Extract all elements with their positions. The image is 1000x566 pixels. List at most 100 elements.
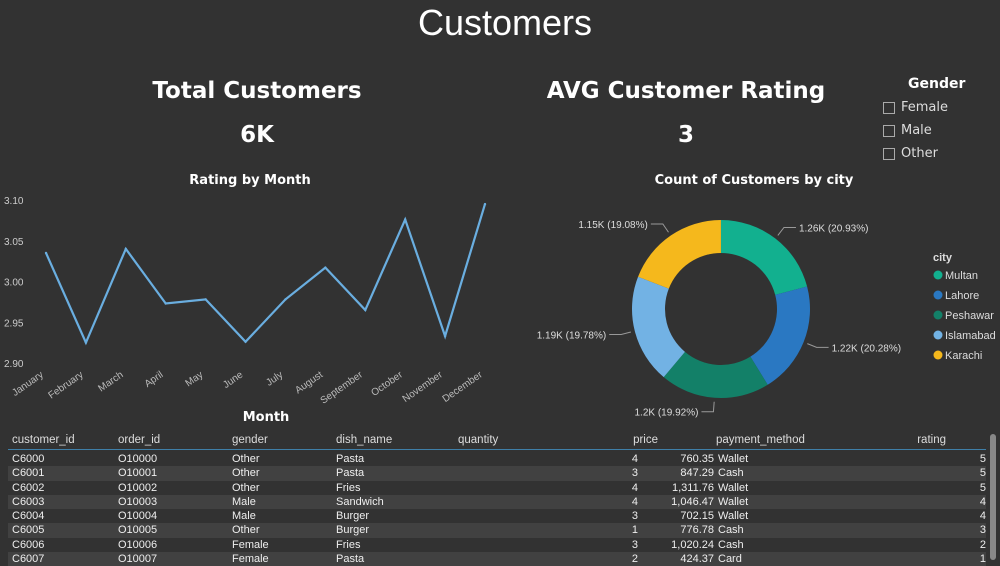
- cell-payment-method: Wallet: [718, 510, 749, 523]
- cell-payment-method: Cash: [718, 524, 744, 537]
- cell-order-id: O10006: [118, 538, 158, 551]
- cell-dish-name: Pasta: [336, 467, 365, 480]
- cell-dish-name: Fries: [336, 538, 361, 551]
- data-point-may[interactable]: [204, 298, 207, 301]
- avg-rating-value: 3: [677, 122, 694, 148]
- cell-rating: 4: [979, 495, 986, 508]
- data-point-march[interactable]: [124, 247, 128, 251]
- cell-payment-method: Wallet: [718, 453, 749, 465]
- data-point-july[interactable]: [284, 298, 287, 301]
- avg-rating-label: AVG Customer Rating: [546, 78, 826, 104]
- x-tick-label: July: [264, 369, 285, 388]
- column-header-quantity[interactable]: quantity: [458, 434, 499, 446]
- cell-order-id: O10005: [118, 524, 158, 537]
- cell-customer-id: C6004: [12, 510, 45, 523]
- slice-lahore[interactable]: [750, 286, 810, 385]
- cell-dish-name: Burger: [336, 510, 370, 523]
- column-header-price[interactable]: price: [633, 434, 658, 446]
- cell-rating: 5: [979, 481, 986, 494]
- cell-gender: Female: [232, 553, 269, 566]
- data-point-february[interactable]: [84, 341, 88, 344]
- cell-rating: 5: [979, 467, 986, 480]
- cell-price: 1,046.47: [671, 495, 714, 508]
- cell-order-id: O10004: [118, 510, 158, 523]
- cell-customer-id: C6006: [12, 538, 45, 551]
- slice-multan[interactable]: [721, 220, 808, 295]
- cell-price: 760.35: [680, 453, 714, 465]
- cell-price: 702.15: [680, 510, 714, 523]
- data-point-august[interactable]: [324, 266, 327, 269]
- cell-price: 1,311.76: [671, 481, 714, 494]
- cell-price: 424.37: [680, 553, 714, 566]
- data-point-april[interactable]: [164, 302, 167, 305]
- cell-gender: Other: [232, 467, 260, 480]
- table-row[interactable]: C6002 O10002 Other Fries 4 1,311.76 Wallet 5: [8, 481, 986, 495]
- table-row[interactable]: C6001 O10001 Other Pasta 3 847.29 Cash 5: [8, 466, 986, 481]
- data-point-december[interactable]: [483, 202, 487, 206]
- cell-gender: Male: [232, 495, 256, 508]
- legend-item-lahore[interactable]: Lahore: [945, 290, 979, 302]
- slice-data-label: 1.19K (19.78%): [537, 330, 607, 341]
- option-label: Female: [901, 100, 949, 115]
- cell-quantity: 3: [631, 467, 638, 480]
- slice-peshawar[interactable]: [663, 351, 768, 398]
- column-header-rating[interactable]: rating: [917, 434, 946, 446]
- cell-customer-id: C6007: [12, 553, 45, 566]
- table-row[interactable]: C6003 O10003 Male Sandwich 4 1,046.47 Wallet 4: [8, 494, 986, 510]
- cell-rating: 4: [979, 510, 986, 523]
- cell-rating: 1: [979, 553, 986, 566]
- cell-dish-name: Burger: [336, 524, 370, 537]
- rating-line: [44, 203, 487, 346]
- legend-item-multan[interactable]: Multan: [945, 270, 978, 282]
- donut-chart-title: Count of Customers by city: [654, 173, 854, 188]
- checkbox[interactable]: [883, 101, 895, 114]
- cell-gender: Female: [232, 538, 269, 551]
- x-axis-label: Month: [242, 410, 290, 425]
- table-row[interactable]: C6005 O10005 Other Burger 1 776.78 Cash 3: [8, 523, 986, 538]
- column-header-gender[interactable]: gender: [232, 434, 268, 446]
- leader-line: [609, 331, 632, 335]
- slice-karachi[interactable]: [638, 220, 721, 289]
- gender-option-male[interactable]: Male: [883, 123, 932, 138]
- data-point-october[interactable]: [403, 218, 407, 221]
- table-row[interactable]: C6000 O10000 Other Pasta 4 760.35 Wallet 5: [8, 452, 986, 466]
- legend-item-peshawar[interactable]: Peshawar: [945, 310, 994, 322]
- cell-customer-id: C6000: [12, 453, 45, 465]
- gender-option-female[interactable]: Female: [883, 100, 948, 115]
- gender-option-other[interactable]: Other: [883, 146, 938, 161]
- checkbox[interactable]: [883, 147, 895, 160]
- column-header-customer-id[interactable]: customer_id: [12, 434, 75, 446]
- cell-gender: Other: [232, 524, 260, 537]
- checkbox[interactable]: [883, 124, 895, 137]
- gender-filter-title: Gender: [908, 76, 966, 92]
- cell-payment-method: Wallet: [718, 481, 749, 494]
- leader-line: [650, 223, 669, 233]
- x-tick-label: December: [441, 369, 486, 405]
- cell-customer-id: C6002: [12, 481, 45, 494]
- column-header-dish-name[interactable]: dish_name: [336, 434, 393, 446]
- slice-islamabad[interactable]: [632, 276, 685, 378]
- cell-quantity: 2: [631, 553, 638, 566]
- table-row[interactable]: C6004 O10004 Male Burger 3 702.15 Wallet 4: [8, 509, 986, 523]
- cell-order-id: O10000: [118, 453, 158, 465]
- table-row[interactable]: C6007 O10007 Female Pasta 2 424.37 Card 1: [8, 552, 986, 566]
- x-tick-label: August: [293, 369, 325, 396]
- legend-marker: [933, 270, 943, 280]
- data-point-september[interactable]: [364, 308, 367, 312]
- slice-data-label: 1.22K (20.28%): [832, 343, 902, 354]
- table-scrollbar[interactable]: [990, 434, 996, 560]
- y-tick-label: 3.00: [4, 278, 24, 289]
- data-point-november[interactable]: [443, 334, 447, 338]
- column-header-order-id[interactable]: order_id: [118, 434, 161, 446]
- column-header-payment-method[interactable]: payment_method: [716, 434, 805, 446]
- x-tick-label: October: [369, 369, 405, 399]
- legend-item-karachi[interactable]: Karachi: [945, 350, 982, 362]
- data-point-january[interactable]: [44, 251, 48, 255]
- data-point-june[interactable]: [244, 340, 247, 344]
- cell-customer-id: C6005: [12, 524, 45, 537]
- y-tick-label: 2.95: [4, 318, 24, 329]
- table-row[interactable]: C6006 O10006 Female Fries 3 1,020.24 Cash 2: [8, 538, 986, 552]
- legend-item-islamabad[interactable]: Islamabad: [945, 330, 996, 342]
- slice-data-label: 1.2K (19.92%): [634, 408, 698, 419]
